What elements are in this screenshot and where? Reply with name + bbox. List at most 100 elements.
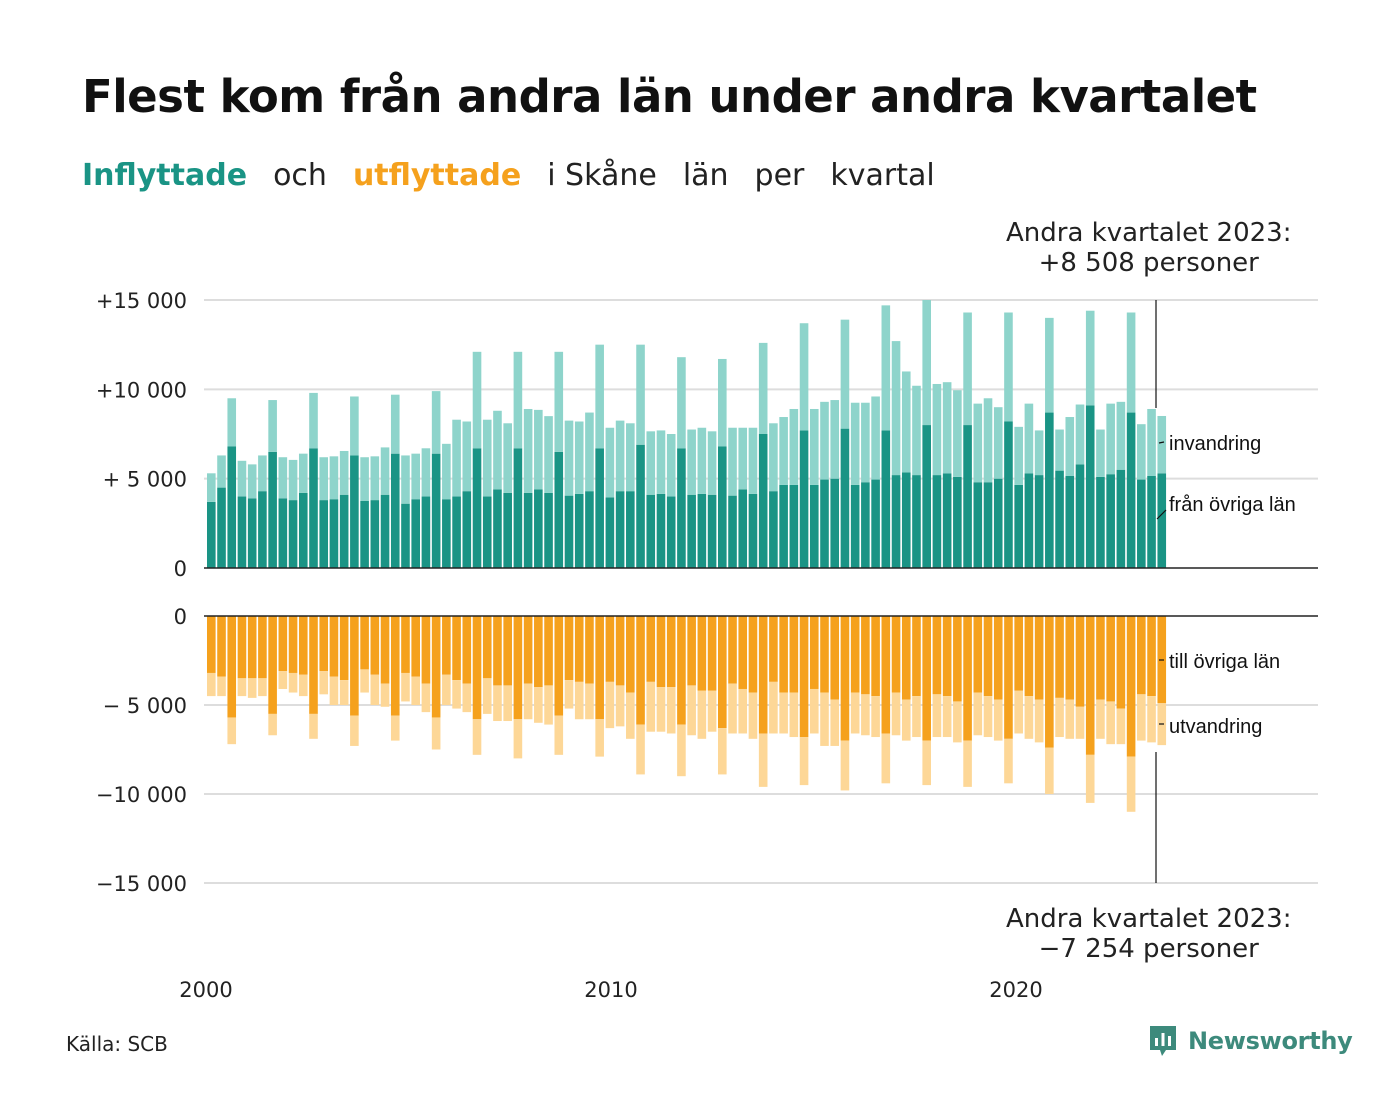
bar-to-other-counties [309, 616, 318, 714]
bar-to-other-counties [605, 616, 615, 682]
y-tick-label: + 5 000 [103, 468, 187, 492]
bar-emigration [1065, 699, 1075, 739]
bar-immigration [891, 341, 901, 476]
y-tick-label: − 5 000 [103, 694, 187, 718]
bar-immigration [472, 351, 482, 449]
bar-from-other-counties [993, 478, 1003, 568]
bar-to-other-counties [237, 616, 247, 679]
bar-to-other-counties [748, 616, 758, 693]
bar-immigration [861, 402, 870, 483]
bar-to-other-counties [840, 616, 850, 741]
bar-emigration [922, 740, 931, 786]
bar-immigration [646, 431, 656, 495]
bar-from-other-counties [626, 491, 635, 568]
bar-to-other-counties [268, 616, 277, 714]
bar-emigration [1055, 697, 1064, 738]
bar-emigration [901, 699, 911, 741]
bar-emigration [493, 685, 502, 722]
bar-from-other-counties [840, 428, 850, 568]
bar-from-other-counties [360, 501, 369, 568]
bar-immigration [840, 319, 850, 429]
bar-immigration [217, 455, 226, 488]
bar-from-other-counties [482, 496, 492, 568]
x-tick-label: 2010 [584, 978, 637, 1002]
bar-immigration [390, 394, 400, 454]
bar-immigration [298, 453, 308, 493]
bar-to-other-counties [656, 616, 666, 688]
bar-to-other-counties [912, 616, 921, 697]
bar-to-other-counties [615, 616, 625, 686]
bar-emigration [1096, 699, 1105, 739]
bar-emigration [973, 692, 983, 736]
bar-to-other-counties [881, 616, 891, 734]
bar-from-other-counties [687, 494, 696, 568]
subtitle-word: per [754, 158, 805, 193]
bar-to-other-counties [298, 616, 308, 675]
bar-from-other-counties [707, 494, 717, 568]
bar-immigration [411, 453, 420, 500]
bar-emigration [339, 680, 349, 705]
bar-from-other-counties [779, 484, 788, 568]
bar-emigration [983, 696, 993, 738]
bar-emigration [809, 688, 819, 734]
bar-to-other-counties [861, 616, 870, 695]
bar-to-other-counties [452, 616, 461, 681]
bar-from-other-counties [380, 494, 390, 568]
bar-immigration [748, 427, 758, 494]
bar-emigration [963, 740, 972, 787]
bar-immigration [585, 412, 594, 492]
bar-from-other-counties [973, 482, 983, 568]
bar-emigration [605, 681, 615, 729]
bar-immigration [973, 403, 983, 483]
bar-immigration [636, 344, 645, 445]
subtitle-word: län [682, 158, 729, 193]
bar-emigration [626, 692, 635, 739]
series-label-tick [1156, 509, 1167, 520]
bar-to-other-counties [891, 616, 901, 693]
bar-from-other-counties [217, 487, 226, 568]
bar-from-other-counties [431, 453, 441, 568]
bar-from-other-counties [799, 430, 809, 568]
series-label-tick [1158, 441, 1165, 444]
bar-to-other-counties [534, 616, 543, 688]
bar-immigration [350, 396, 359, 456]
bar-immigration [1024, 403, 1034, 474]
bar-immigration [1085, 310, 1095, 406]
bar-emigration [728, 683, 737, 734]
bar-to-other-counties [595, 616, 604, 720]
bar-to-other-counties [258, 616, 267, 679]
bar-emigration [472, 719, 482, 755]
bar-from-other-counties [329, 499, 339, 568]
bar-emigration [871, 696, 880, 738]
bar-immigration [339, 450, 349, 495]
bar-from-other-counties [901, 472, 911, 568]
bar-emigration [1034, 699, 1044, 743]
bar-to-other-counties [1147, 616, 1156, 697]
bar-immigration [983, 398, 993, 483]
bar-to-other-counties [472, 616, 482, 720]
bar-to-other-counties [513, 616, 523, 720]
bar-emigration [779, 692, 788, 734]
bar-to-other-counties [217, 616, 226, 677]
bar-immigration [626, 423, 635, 492]
bar-from-other-counties [1116, 469, 1126, 568]
bar-from-other-counties [278, 498, 288, 568]
bar-emigration [840, 740, 850, 791]
bottom-annotation: Andra kvartalet 2023: −7 254 personer [1006, 904, 1291, 964]
bar-immigration [360, 457, 369, 501]
bar-to-other-counties [227, 616, 237, 718]
bar-emigration [217, 676, 226, 697]
subtitle-outflow-label: utflyttade [352, 158, 522, 193]
bar-immigration [207, 473, 216, 502]
bar-from-other-counties [1106, 474, 1115, 568]
bar-from-other-counties [462, 491, 472, 568]
bar-emigration [482, 678, 492, 714]
y-tick-label: 0 [174, 605, 187, 629]
bar-immigration [769, 423, 778, 492]
bar-to-other-counties [1137, 616, 1146, 695]
bar-immigration [237, 460, 247, 497]
bar-from-other-counties [646, 494, 656, 568]
bar-from-other-counties [513, 448, 523, 568]
bar-immigration [247, 464, 257, 499]
series-label-immigration: invandring [1169, 433, 1261, 455]
